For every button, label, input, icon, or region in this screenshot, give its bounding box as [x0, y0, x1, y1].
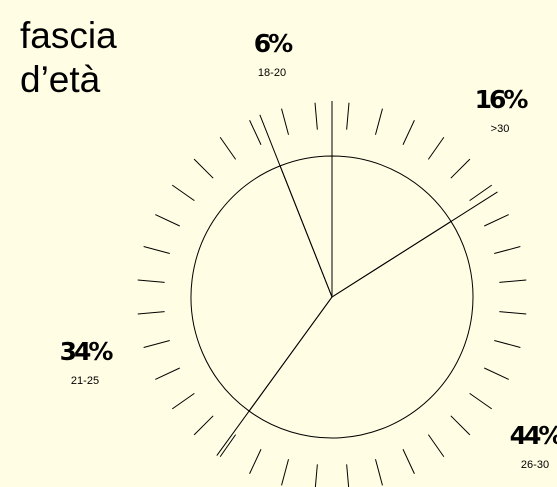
decor-tick — [499, 279, 527, 283]
decor-tick — [427, 434, 445, 458]
decor-tick — [193, 415, 214, 436]
decor-tick — [374, 108, 383, 135]
decor-tick — [249, 449, 262, 474]
decor-tick — [143, 246, 170, 255]
decor-tick — [314, 102, 318, 130]
decor-tick — [499, 311, 527, 315]
value-label: 16% — [475, 85, 529, 114]
slice-extension — [450, 191, 498, 222]
decor-tick — [143, 339, 170, 348]
decor-tick — [494, 339, 521, 348]
category-label: 18-20 — [258, 67, 286, 79]
decor-tick — [374, 459, 383, 486]
pie-slice — [279, 155, 333, 298]
category-label: 21-25 — [71, 375, 99, 387]
decor-tick — [494, 246, 521, 255]
pie-slice — [190, 165, 333, 412]
pie-slice — [331, 155, 452, 298]
decor-tick — [402, 449, 415, 474]
value-label: 6% — [254, 29, 293, 58]
decor-tick — [469, 392, 493, 410]
decor-tick — [484, 367, 509, 380]
chart-title: fascia d’età — [20, 15, 117, 100]
decor-tick — [137, 311, 165, 315]
decor-tick — [219, 136, 237, 160]
decor-tick — [314, 464, 318, 487]
decor-tick — [484, 214, 509, 227]
category-label: 26-30 — [521, 459, 549, 471]
decor-tick — [281, 459, 290, 486]
pie-slice — [248, 220, 474, 439]
decor-tick — [281, 108, 290, 135]
category-label: >30 — [491, 123, 510, 135]
decor-tick — [155, 214, 180, 227]
decor-tick — [193, 158, 214, 179]
decor-tick — [450, 158, 471, 179]
value-label: 44% — [510, 421, 557, 450]
slice-extension — [259, 114, 281, 167]
decor-tick — [249, 120, 262, 145]
decor-tick — [450, 415, 471, 436]
decor-tick — [346, 102, 350, 130]
decor-tick — [346, 464, 350, 487]
value-label: 34% — [60, 337, 114, 366]
decor-tick — [171, 184, 195, 202]
decor-tick — [469, 184, 493, 202]
decor-tick — [427, 136, 445, 160]
slice-extension — [216, 410, 250, 456]
decor-tick — [219, 434, 237, 458]
decor-tick — [171, 392, 195, 410]
decor-tick — [402, 120, 415, 145]
decor-tick — [137, 279, 165, 283]
decor-tick — [155, 367, 180, 380]
